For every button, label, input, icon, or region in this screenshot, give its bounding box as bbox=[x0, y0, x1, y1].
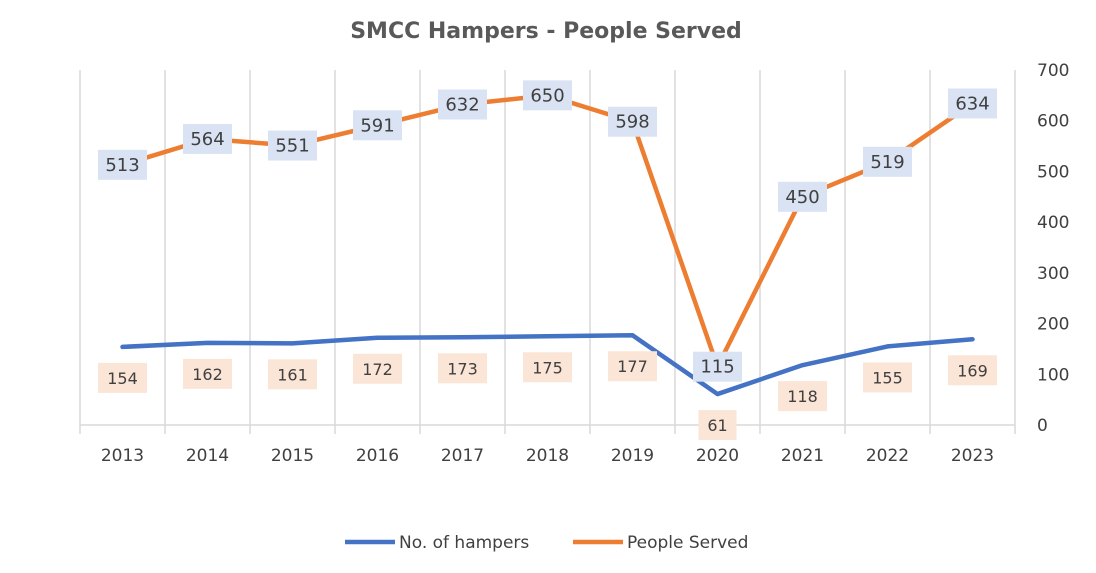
data-label: 632 bbox=[445, 94, 479, 115]
x-tick-label: 2014 bbox=[186, 446, 229, 466]
y-tick-label: 500 bbox=[1037, 162, 1069, 182]
legend-label: No. of hampers bbox=[399, 533, 529, 553]
chart-title: SMCC Hampers - People Served bbox=[350, 19, 742, 44]
data-label: 519 bbox=[870, 152, 904, 173]
data-label: 161 bbox=[277, 365, 308, 384]
x-tick-label: 2022 bbox=[866, 446, 909, 466]
data-label-bg bbox=[698, 410, 737, 441]
data-label-bg bbox=[268, 359, 317, 390]
data-label: 591 bbox=[360, 115, 394, 136]
data-label-bg bbox=[863, 362, 912, 393]
legend-label: People Served bbox=[627, 533, 748, 553]
data-label-bg bbox=[948, 355, 997, 386]
data-label-bg bbox=[353, 110, 402, 141]
x-tick-label: 2016 bbox=[356, 446, 399, 466]
data-label-bg bbox=[98, 362, 147, 393]
y-tick-label: 0 bbox=[1037, 416, 1048, 436]
data-label-bg bbox=[183, 358, 232, 389]
data-label-bg bbox=[778, 381, 827, 412]
data-label: 61 bbox=[707, 416, 727, 435]
x-tick-label: 2019 bbox=[611, 446, 654, 466]
data-label: 564 bbox=[190, 129, 224, 150]
data-label-bg bbox=[608, 351, 657, 382]
x-tick-label: 2021 bbox=[781, 446, 824, 466]
data-label: 115 bbox=[700, 357, 734, 378]
data-label: 598 bbox=[615, 112, 649, 133]
data-label-bg bbox=[98, 149, 147, 180]
data-label-bg bbox=[863, 146, 912, 177]
y-tick-label: 700 bbox=[1037, 61, 1069, 81]
x-tick-label: 2013 bbox=[101, 446, 144, 466]
data-label-bg bbox=[438, 353, 487, 384]
data-label: 513 bbox=[105, 155, 139, 176]
data-label: 173 bbox=[447, 359, 478, 378]
data-label-bg bbox=[268, 130, 317, 161]
x-tick-label: 2023 bbox=[951, 446, 994, 466]
data-label: 172 bbox=[362, 360, 393, 379]
data-label: 450 bbox=[785, 187, 819, 208]
y-tick-label: 400 bbox=[1037, 213, 1069, 233]
data-label: 634 bbox=[955, 93, 989, 114]
series-line-hampers bbox=[120, 332, 975, 397]
data-label-bg bbox=[608, 106, 657, 137]
data-label: 162 bbox=[192, 365, 223, 384]
data-label-bg bbox=[353, 353, 402, 384]
data-label-bg bbox=[183, 123, 232, 154]
x-tick-label: 2018 bbox=[526, 446, 569, 466]
y-tick-label: 100 bbox=[1037, 365, 1069, 385]
data-label: 650 bbox=[530, 85, 564, 106]
y-tick-label: 200 bbox=[1037, 315, 1069, 335]
data-label-bg bbox=[523, 352, 572, 383]
x-tick-label: 2015 bbox=[271, 446, 314, 466]
x-tick-label: 2017 bbox=[441, 446, 484, 466]
legend: No. of hampers People Served bbox=[345, 533, 748, 553]
data-label: 154 bbox=[107, 369, 138, 388]
data-label-bg bbox=[948, 88, 997, 119]
data-label: 551 bbox=[275, 136, 309, 157]
data-label: 155 bbox=[872, 368, 903, 387]
y-tick-label: 300 bbox=[1037, 264, 1069, 284]
y-tick-label: 600 bbox=[1037, 112, 1069, 132]
data-label-bg bbox=[438, 89, 487, 120]
data-label-bg bbox=[693, 351, 742, 382]
data-label: 169 bbox=[957, 361, 988, 380]
data-label-bg bbox=[523, 80, 572, 111]
data-label-bg bbox=[778, 181, 827, 212]
data-label: 175 bbox=[532, 358, 563, 377]
data-label: 177 bbox=[617, 357, 648, 376]
x-tick-label: 2020 bbox=[696, 446, 739, 466]
data-label: 118 bbox=[787, 387, 818, 406]
